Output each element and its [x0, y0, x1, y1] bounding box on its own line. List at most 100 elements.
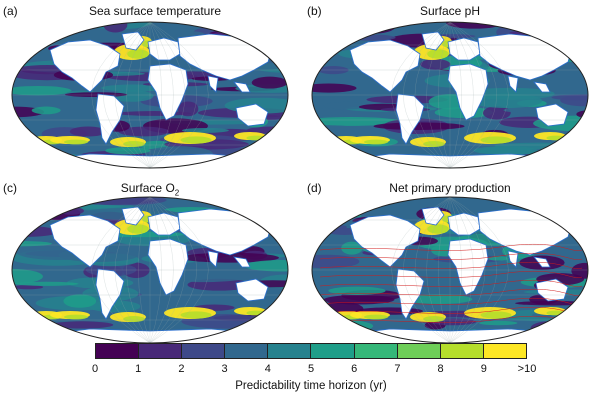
predictability-patch	[34, 334, 64, 343]
high-predictability-region	[546, 310, 566, 316]
graticule-line	[149, 197, 174, 343]
significance-contour	[319, 261, 583, 269]
landmass-africa	[147, 63, 189, 121]
predictability-patch	[571, 262, 588, 279]
predictability-patch	[570, 338, 588, 343]
colorbar-tick-label: 1	[135, 363, 142, 375]
predictability-patch	[562, 147, 588, 161]
predictability-patch	[488, 256, 509, 261]
predictability-patch	[12, 85, 72, 96]
predictability-patch	[105, 147, 151, 155]
panel-label: (c)	[3, 181, 17, 195]
predictability-patch	[64, 92, 128, 98]
graticule-line	[391, 197, 451, 343]
predictability-patch	[420, 58, 451, 70]
high-predictability-region	[180, 136, 212, 144]
predictability-patch	[252, 30, 288, 38]
predictability-patch	[323, 294, 395, 305]
colorbar-tick-label: 5	[307, 363, 315, 375]
landmass-namerica	[49, 39, 121, 93]
graticule-line	[149, 22, 209, 168]
predictability-patch	[244, 260, 288, 272]
predictability-patch	[12, 141, 34, 151]
predictability-patch	[312, 213, 355, 221]
high-predictability-region	[246, 310, 266, 316]
significance-contour	[319, 279, 583, 287]
high-predictability-region	[64, 139, 88, 145]
predictability-patch	[312, 254, 360, 269]
landmass-australia	[535, 103, 569, 127]
graticule-line	[438, 22, 451, 168]
high-predictability-region	[364, 139, 388, 145]
panel-title-main: Surface O	[120, 181, 175, 195]
landmass-seasia	[533, 256, 551, 268]
graticule-line	[114, 22, 151, 168]
colorbar-segment	[397, 344, 441, 358]
landmass-africa	[147, 238, 189, 296]
predictability-patch	[12, 223, 34, 234]
predictability-patch	[571, 328, 588, 343]
landmass-india	[507, 75, 519, 93]
panel-label: (b)	[307, 4, 322, 18]
map-border	[11, 21, 289, 169]
graticule-line	[91, 197, 151, 343]
high-predictability-region	[427, 49, 449, 59]
high-predictability-region	[64, 314, 88, 320]
colorbar-tick-label: 6	[351, 363, 358, 375]
graticule-line	[138, 22, 151, 168]
landmass-australia	[235, 278, 269, 302]
predictability-patch	[12, 22, 40, 27]
predictability-patch	[373, 122, 465, 130]
colorbar-label: Predictability time horizon (yr)	[235, 380, 387, 392]
predictability-patch	[529, 22, 588, 27]
graticule-line	[449, 197, 474, 343]
graticule-line	[426, 22, 451, 168]
predictability-patch	[12, 336, 34, 343]
predictability-patch	[501, 199, 567, 208]
predictability-patch	[101, 84, 168, 92]
predictability-patch	[182, 22, 271, 26]
significance-contour	[319, 252, 583, 260]
landmass-africa	[447, 238, 489, 296]
landmass-india	[207, 75, 219, 93]
panel-title: Surface pH	[419, 4, 481, 18]
colorbar-segment	[483, 344, 526, 358]
graticule-line	[138, 197, 151, 343]
predictability-patch	[328, 286, 386, 295]
graticule-line	[426, 197, 451, 343]
predictability-patch	[551, 94, 588, 101]
colorbar-tick-label: 0	[91, 363, 99, 375]
predictability-patch	[344, 22, 396, 34]
predictability-patch	[513, 22, 588, 27]
high-predictability-region	[123, 141, 145, 147]
graticule-line	[149, 22, 186, 168]
high-predictability-region	[180, 311, 212, 319]
predictability-patch	[239, 201, 285, 218]
graticule-line	[149, 22, 174, 168]
predictability-patch	[554, 34, 588, 40]
predictability-patch	[515, 300, 588, 306]
predictability-patch	[12, 336, 32, 343]
predictability-patch	[274, 323, 288, 331]
graticule-line	[449, 197, 462, 343]
panel-title-subscript: 2	[174, 188, 180, 198]
graticule-line	[438, 197, 451, 343]
graticule-line	[391, 22, 451, 168]
predictability-patch	[251, 76, 288, 89]
predictability-patch	[109, 90, 154, 102]
colorbar-tick-label: 2	[178, 363, 185, 375]
landmass-seasia	[233, 81, 251, 93]
predictability-patch	[63, 294, 97, 308]
predictability-patch	[312, 202, 327, 208]
graticule-line	[149, 197, 162, 343]
colorbar-tick-label: 3	[221, 363, 228, 375]
predictability-patch	[12, 268, 43, 285]
high-predictability-region	[127, 49, 149, 59]
landmass-samerica	[395, 93, 425, 145]
colorbar-tick-label: 4	[264, 363, 271, 375]
landmass-namerica	[49, 214, 121, 268]
panel-label: (a)	[3, 4, 18, 18]
panel-label: (d)	[307, 181, 322, 195]
graticule-line	[449, 197, 509, 343]
predictability-patch	[312, 329, 364, 339]
